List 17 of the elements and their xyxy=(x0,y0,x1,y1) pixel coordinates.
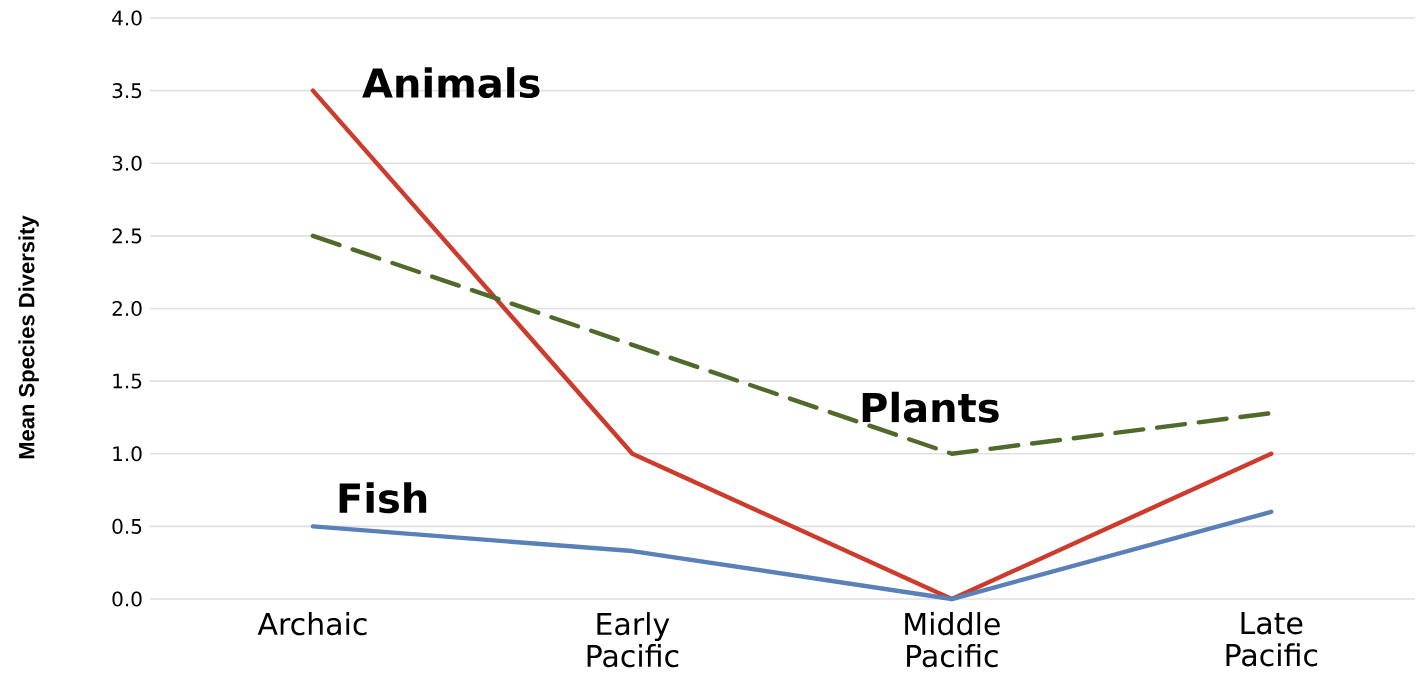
x-tick-label: Middle Pacific xyxy=(905,612,1000,668)
y-tick-label: 1.0 xyxy=(113,446,142,462)
y-tick-label: 3.5 xyxy=(112,83,142,99)
x-tick-label: Late Pacific xyxy=(1226,612,1318,667)
series-label: Plants xyxy=(862,391,999,423)
x-tick-label: Archaic xyxy=(257,612,367,636)
y-tick-label: 2.0 xyxy=(112,300,142,317)
y-tick-label: 0.5 xyxy=(112,518,142,534)
y-tick-label: 2.5 xyxy=(112,228,142,244)
y-axis-title: Mean Species Diversity xyxy=(18,215,39,459)
y-tick-label: 1.5 xyxy=(113,373,142,389)
series-label: Animals xyxy=(362,67,540,99)
x-tick-label: Early Pacific xyxy=(587,612,679,668)
y-tick-label: 3.0 xyxy=(112,155,142,171)
y-tick-label: 0.0 xyxy=(112,591,142,607)
series-label: Fish xyxy=(339,482,427,514)
y-tick-label: 4.0 xyxy=(112,10,142,26)
